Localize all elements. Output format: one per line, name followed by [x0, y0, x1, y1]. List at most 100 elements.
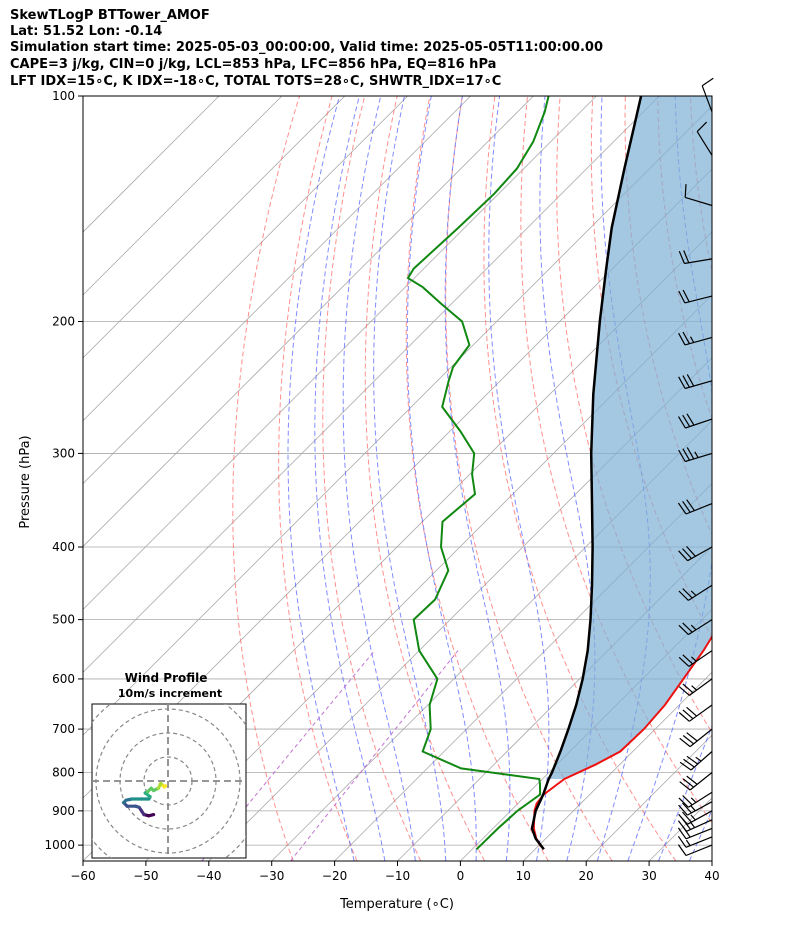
y-tick-label: 300 [52, 446, 75, 460]
isotherm-line [83, 96, 597, 610]
wind-barb-shaft [678, 584, 713, 601]
wind-barb [677, 844, 713, 857]
wind-barb-shaft [678, 791, 713, 808]
wind-barb-shaft [678, 331, 713, 346]
wind-barb-shaft [678, 678, 713, 696]
isotherm-line [523, 671, 712, 861]
plot-area [83, 96, 794, 861]
wind-barb [678, 545, 713, 562]
moist-adiabat-line [658, 724, 712, 861]
mixing-ratio-line [201, 650, 375, 861]
wind-barb [678, 801, 713, 816]
wind-barb [679, 728, 713, 748]
wind-barb [679, 772, 713, 791]
wind-barb-shaft [678, 801, 713, 816]
wind-barb [678, 250, 713, 265]
wind-barb [678, 619, 713, 636]
wind-barb-shaft [679, 751, 713, 771]
wind-barb [677, 499, 713, 515]
y-tick-label: 900 [52, 804, 75, 818]
chart-title-line-2: Lat: 51.52 Lon: -0.14 [10, 24, 163, 39]
chart-title-line-5: LFT IDX=15∘C, K IDX=-18∘C, TOTAL TOTS=28… [10, 74, 502, 89]
hodograph-title: Wind Profile [125, 671, 208, 685]
y-tick-label: 700 [52, 722, 75, 736]
wind-barb-shaft [677, 835, 713, 848]
wind-barb-shaft [696, 121, 713, 156]
hodograph-subtitle: 10m/s increment [118, 687, 222, 700]
dry-adiabat-line [322, 96, 422, 861]
wind-barb [678, 704, 713, 722]
wind-barb-shaft [677, 499, 713, 515]
isotherm-line [145, 294, 712, 861]
wind-barb [678, 447, 713, 463]
isotherm-line [83, 96, 283, 296]
moist-adiabat-line [314, 96, 386, 861]
moist-adiabat-line [406, 96, 477, 861]
x-tick-label: −30 [259, 869, 284, 883]
chart-title-line-4: CAPE=3 j/kg, CIN=0 j/kg, LCL=853 hPa, LF… [10, 57, 497, 72]
dry-adiabat-line [232, 96, 300, 861]
y-tick-label: 600 [52, 672, 75, 686]
cape-shaded-area [548, 96, 712, 779]
wind-barb [701, 77, 714, 113]
isotherm-line [83, 96, 534, 548]
y-tick-label: 1000 [44, 838, 75, 852]
wind-barb [678, 810, 713, 825]
isotherm-line [271, 420, 712, 861]
y-axis-ticks: 1000 900 800 700 600 500 400 300 200 100 [44, 89, 83, 852]
moist-adiabat-line [373, 96, 447, 861]
wind-barb [678, 289, 713, 304]
isotherm-line [334, 483, 712, 861]
moist-adiabat-line [287, 96, 355, 861]
hodograph-inset: Wind Profile 10m/s increment [91, 671, 247, 859]
wind-barb [678, 584, 713, 601]
y-tick-label: 100 [52, 89, 75, 103]
dry-adiabat-line [723, 96, 794, 861]
dry-adiabat-line [483, 96, 677, 861]
wind-barb-shaft [678, 704, 713, 722]
dry-adiabat-line [364, 96, 485, 861]
isotherm-line [83, 96, 471, 485]
wind-barb [678, 791, 713, 808]
wind-barb [678, 650, 713, 667]
y-tick-label: 400 [52, 540, 75, 554]
isotherm-line [83, 96, 408, 422]
wind-barb-shaft [678, 619, 713, 636]
wind-barb-shaft [678, 447, 713, 463]
wind-barb-shaft [701, 77, 714, 113]
hodograph-trace-segment [162, 784, 168, 789]
wind-barb [677, 818, 713, 832]
x-tick-label: 40 [704, 869, 719, 883]
chart-title-line-3: Simulation start time: 2025-05-03_00:00:… [10, 40, 603, 55]
wind-barb-shaft [678, 545, 713, 562]
isotherm-line [83, 96, 660, 673]
wind-barb-shaft [678, 650, 713, 667]
x-tick-label: −50 [133, 869, 158, 883]
wind-barb [678, 331, 713, 346]
x-tick-label: 10 [516, 869, 531, 883]
dry-adiabat-line [278, 96, 358, 861]
x-tick-label: 20 [579, 869, 594, 883]
wind-barb-shaft [679, 772, 713, 791]
moist-adiabat-line [342, 96, 416, 861]
wind-barb-shaft [677, 844, 713, 857]
wind-barb [677, 413, 713, 429]
dry-adiabat-line [445, 96, 613, 861]
parcel-path-line [530, 96, 643, 851]
moist-adiabat-line [720, 96, 794, 861]
y-tick-label: 200 [52, 315, 75, 329]
x-tick-label: 30 [641, 869, 656, 883]
wind-barb-shaft [679, 728, 713, 748]
y-tick-label: 500 [52, 613, 75, 627]
wind-barb-shaft [684, 184, 713, 207]
wind-barb-shaft [678, 289, 713, 304]
wind-barb-shaft [678, 810, 713, 825]
dewpoint-profile-line [406, 96, 550, 851]
moist-adiabat-line [444, 96, 511, 861]
wind-barb [696, 121, 713, 156]
x-tick-label: −40 [196, 869, 221, 883]
mixing-ratio-lines [201, 650, 459, 861]
wind-barb [678, 678, 713, 696]
mixing-ratio-line [290, 650, 459, 861]
